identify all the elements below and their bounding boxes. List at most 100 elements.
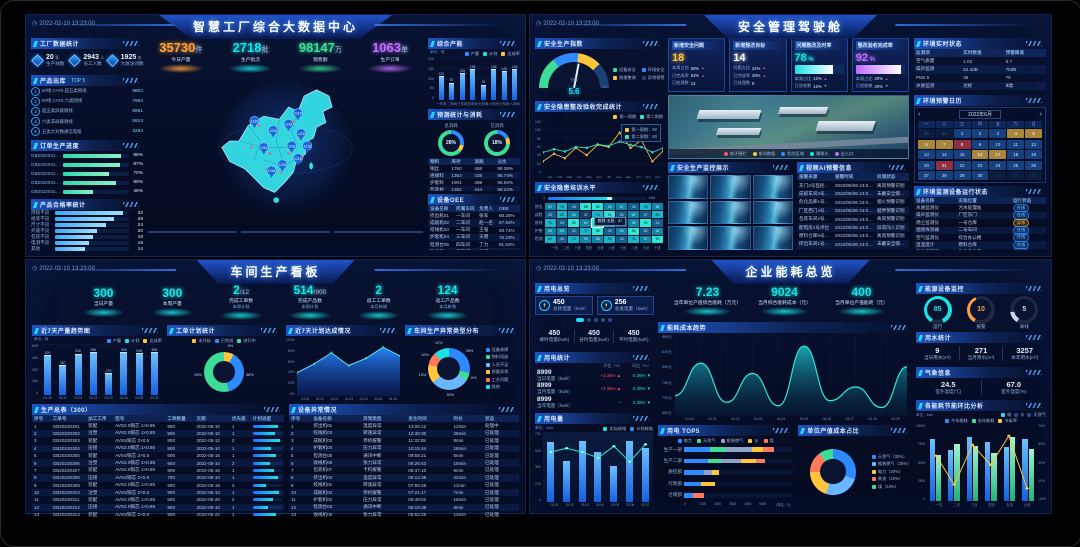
calendar-day[interactable]: 27 xyxy=(918,171,935,180)
calendar-day[interactable]: 11 xyxy=(1007,139,1025,149)
camera-thumbnail[interactable] xyxy=(148,231,237,233)
energy-tab[interactable]: 天然气 xyxy=(1027,412,1046,418)
legend-chip[interactable]: 危险区域 xyxy=(781,151,804,157)
heatmap-cell[interactable]: 63 xyxy=(616,227,628,235)
heatmap-cell[interactable]: 47 xyxy=(640,211,652,219)
heatmap-cell[interactable]: 85 xyxy=(592,227,604,235)
legend-item[interactable]: 异常预警 xyxy=(641,75,665,81)
legend-item[interactable]: 未开始 xyxy=(192,338,211,344)
camera-thumbnail[interactable] xyxy=(752,200,793,225)
calendar-day[interactable]: 31 xyxy=(935,129,953,138)
heatmap-cell[interactable]: 93 xyxy=(640,219,652,227)
calendar-day[interactable]: 4 xyxy=(1007,129,1025,138)
calendar-day[interactable]: 7 xyxy=(935,139,953,149)
calendar-day[interactable]: 6 xyxy=(918,139,935,149)
calendar-day[interactable]: 3 xyxy=(989,129,1007,138)
slider-knob[interactable] xyxy=(606,196,612,200)
heatmap-cell[interactable]: 78 xyxy=(640,203,652,211)
heatmap-cell[interactable]: 90 xyxy=(652,235,663,243)
legend-item[interactable]: 计划 xyxy=(483,51,497,57)
map-pin[interactable]: 1218 xyxy=(286,140,297,153)
calendar-day[interactable]: 2 xyxy=(971,129,989,138)
heatmap-cell[interactable]: 52 xyxy=(640,227,652,235)
heatmap-cell[interactable]: 74 xyxy=(592,211,604,219)
heatmap-cell[interactable]: 49 xyxy=(604,227,616,235)
legend-item[interactable]: 环境安全 xyxy=(641,67,665,73)
heatmap-cell[interactable]: 54 xyxy=(556,219,568,227)
legend-item[interactable]: 人员不足 xyxy=(485,362,508,368)
energy-tab[interactable]: 水 xyxy=(1014,412,1024,418)
camera-thumbnail[interactable] xyxy=(710,175,751,199)
calendar-day[interactable]: 14 xyxy=(935,150,953,159)
calendar-day[interactable]: 28 xyxy=(935,171,953,180)
heatmap-cell[interactable]: 44 xyxy=(616,235,628,243)
camera-thumbnail[interactable] xyxy=(241,231,330,233)
calendar-day[interactable]: 19 xyxy=(1025,150,1042,159)
heatmap-cell[interactable]: 48 xyxy=(568,203,580,211)
calendar-day[interactable]: 8 xyxy=(953,139,971,149)
heatmap-cell[interactable]: 66 xyxy=(568,211,580,219)
heatmap-cell[interactable]: 80 xyxy=(652,211,663,219)
legend-item[interactable]: 质量异常 xyxy=(485,369,508,375)
legend-item[interactable]: 瓶装燃气 xyxy=(720,438,743,444)
heatmap-cell[interactable]: 59 xyxy=(580,235,592,243)
heatmap-cell[interactable]: 82 xyxy=(556,211,568,219)
heatmap-cell[interactable]: 92 xyxy=(592,203,604,211)
pager-dot[interactable] xyxy=(608,318,612,322)
legend-item[interactable]: 计划耗电 xyxy=(630,426,653,432)
pager-dots[interactable] xyxy=(535,316,653,324)
heatmap-cell[interactable]: 69 xyxy=(628,211,640,219)
map-pin[interactable]: 1218 xyxy=(268,125,279,138)
legend-item[interactable]: 已完成 xyxy=(214,338,233,344)
legend-item[interactable]: 天然气（30%） xyxy=(871,454,912,460)
heatmap-cell[interactable]: 37 xyxy=(580,211,592,219)
heatmap-cell[interactable]: 73 xyxy=(628,235,640,243)
heatmap-cell[interactable]: 72 xyxy=(568,235,580,243)
camera-thumbnail[interactable] xyxy=(668,226,709,250)
heatmap-cell[interactable]: 81 xyxy=(604,235,616,243)
map-pin[interactable]: 1218 xyxy=(277,159,288,172)
legend-chip[interactable]: 电子围栏 xyxy=(723,151,747,157)
heatmap-cell[interactable]: 42 xyxy=(568,227,580,235)
heatmap-cell[interactable]: 46 xyxy=(556,235,568,243)
heatmap-cell[interactable]: 55 xyxy=(604,203,616,211)
heatmap-cell[interactable]: 58 xyxy=(544,227,556,235)
heatmap-cell[interactable]: 53 xyxy=(616,211,628,219)
legend-item[interactable]: 其他 xyxy=(485,384,509,390)
heatmap-cell[interactable]: 62 xyxy=(580,219,592,227)
heatmap-cell[interactable]: 88 xyxy=(580,203,592,211)
map-pin[interactable]: 1218 xyxy=(283,119,294,132)
legend-item[interactable]: 电力 xyxy=(677,438,692,444)
heatmap-cell[interactable]: 89 xyxy=(568,219,580,227)
legend-item[interactable]: 电力（20%） xyxy=(871,469,912,475)
calendar-day[interactable]: 22 xyxy=(953,160,971,170)
legend-item[interactable]: 隐患整改 xyxy=(613,75,636,81)
heatmap-cell[interactable]: 58 xyxy=(652,203,663,211)
legend-item[interactable]: 去年能耗 xyxy=(971,418,994,424)
map-pin[interactable]: 1218 xyxy=(249,115,260,129)
calendar-day[interactable]: 15 xyxy=(953,150,971,159)
calendar-day[interactable]: 9 xyxy=(971,139,989,149)
calendar-next-button[interactable]: › xyxy=(1039,111,1042,118)
calendar-day[interactable]: 16 xyxy=(971,150,989,159)
legend-item[interactable]: 煤 xyxy=(763,438,774,444)
heatmap-cell[interactable]: 45 xyxy=(544,211,556,219)
calendar-day[interactable]: 21 xyxy=(935,160,953,170)
calendar-day[interactable]: 23 xyxy=(971,160,989,170)
heatmap-cell[interactable]: 57 xyxy=(640,235,652,243)
map-pin[interactable]: 1218 xyxy=(266,165,277,178)
pager-dot[interactable] xyxy=(587,318,591,322)
calendar-day[interactable]: 3 xyxy=(1025,171,1042,180)
camera-thumbnail[interactable] xyxy=(334,231,423,233)
camera-thumbnail[interactable] xyxy=(668,200,709,225)
legend-item[interactable]: 进行中 xyxy=(237,338,256,344)
calendar-day[interactable]: 13 xyxy=(918,150,935,159)
calendar-day[interactable]: 17 xyxy=(989,150,1007,159)
legend-chip[interactable]: 车间数据 xyxy=(752,151,775,157)
legend-item[interactable]: 设备故障 xyxy=(485,347,508,353)
legend-chip[interactable]: 出入口 xyxy=(834,151,853,157)
legend-item[interactable]: 水 xyxy=(748,438,759,444)
calendar-day[interactable]: 5 xyxy=(1025,129,1042,138)
calendar-day[interactable]: 18 xyxy=(1007,150,1025,159)
calendar-day[interactable]: 30 xyxy=(971,171,989,180)
